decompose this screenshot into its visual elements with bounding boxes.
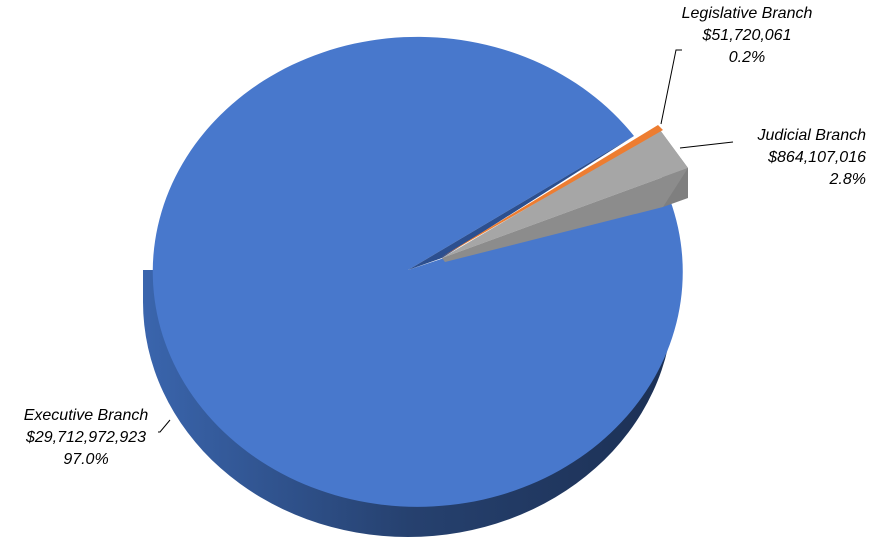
executive-branch-name: Executive Branch	[23, 407, 149, 424]
judicial-branch-slice-front	[442, 168, 688, 262]
judicial-branch-percent: 2.8%	[829, 171, 866, 188]
judicial-branch-value: $864,107,016	[768, 149, 866, 166]
executive-leader-line	[158, 419, 171, 433]
executive-branch-slice	[152, 36, 683, 507]
executive-branch-value: $29,712,972,923	[25, 429, 147, 446]
legislative-leader-line	[660, 49, 682, 125]
legislative-branch-label: Legislative Branch $51,720,061 0.2%	[668, 3, 826, 69]
judicial-branch-name: Judicial Branch	[757, 127, 867, 144]
executive-branch-label: Executive Branch $29,712,972,923 97.0%	[6, 405, 166, 471]
legislative-branch-slice	[440, 125, 663, 258]
executive-branch-percent: 97.0%	[63, 451, 109, 468]
judicial-branch-label: Judicial Branch $864,107,016 2.8%	[736, 125, 867, 191]
judicial-leader-line	[679, 141, 734, 149]
legislative-branch-percent: 0.2%	[728, 49, 766, 66]
judicial-branch-slice	[442, 130, 688, 258]
legislative-branch-name: Legislative Branch	[681, 5, 813, 22]
legislative-branch-value: $51,720,061	[702, 27, 792, 44]
executive-branch-slice-edge	[408, 136, 634, 270]
